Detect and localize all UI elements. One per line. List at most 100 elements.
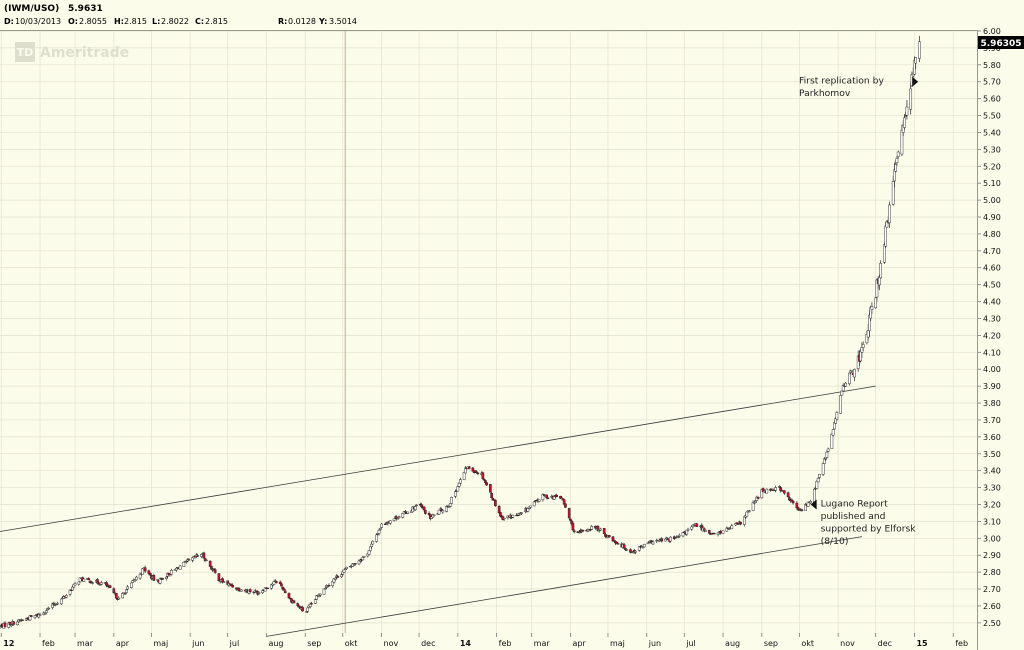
x-tick-label: 14 (460, 639, 472, 648)
candle-up (432, 514, 436, 516)
y-tick-label: 3.70 (983, 416, 1001, 425)
candle-up (406, 511, 410, 514)
candle-up (502, 517, 506, 520)
candle-down (475, 471, 478, 473)
candle-down (602, 528, 606, 535)
y-tick-label: 2.60 (983, 602, 1001, 611)
candle-up (634, 550, 637, 553)
candle-up (125, 589, 128, 593)
candle-down (791, 501, 795, 504)
candle-down (208, 560, 212, 567)
candle-up (126, 586, 129, 590)
candle-up (315, 595, 318, 600)
candle-up (835, 412, 839, 420)
candle-down (567, 508, 571, 519)
candle-up (340, 574, 343, 577)
candle-up (850, 370, 854, 372)
candle-up (380, 523, 383, 528)
candle-up (552, 496, 556, 500)
y-tick-label: 4.30 (983, 314, 1001, 323)
candle-up (322, 588, 326, 595)
candle-up (853, 369, 856, 378)
candle-down (424, 509, 427, 514)
x-tick-label: okt (801, 639, 814, 648)
x-tick-label: dec (421, 639, 435, 648)
candle-up (456, 486, 460, 492)
y-tick-label: 5.00 (983, 196, 1001, 205)
candle-down (572, 530, 576, 533)
annotation-parkhomov-line: Parkhomov (799, 88, 851, 99)
watermark-logo-text: TD (17, 46, 34, 59)
candle-up (625, 549, 629, 551)
candle-up (454, 491, 457, 497)
candle-down (213, 569, 217, 573)
header-close-label: C: (195, 17, 204, 26)
x-tick-label: feb (955, 639, 968, 648)
candle-down (476, 472, 480, 475)
candle-up (840, 390, 844, 396)
candle-up (839, 395, 842, 414)
y-axis: 2.50 2.60 2.70 2.80 2.90 3.00 3.10 3.20 3.30 3.40… (977, 27, 1001, 628)
candle-up (413, 506, 417, 511)
candle-down (739, 521, 742, 525)
candle-up (765, 488, 769, 494)
candle-down (97, 582, 101, 585)
x-tick-label: jul (229, 639, 240, 648)
header-high: 2.815 (124, 17, 147, 26)
candle-up (860, 347, 864, 353)
candle-up (43, 612, 47, 614)
y-tick-label: 2.80 (983, 568, 1001, 577)
y-tick-label: 5.60 (983, 95, 1001, 104)
header-last: 5.9631 (68, 4, 103, 14)
candle-up (676, 536, 680, 539)
candle-down (707, 530, 711, 534)
candle-down (546, 497, 550, 499)
candle-up (894, 164, 898, 172)
candle-up (222, 581, 226, 583)
candle-up (318, 593, 322, 596)
candle-up (345, 566, 348, 569)
candle-down (612, 540, 616, 542)
header-r: 0.0128 (288, 17, 316, 26)
y-tick-label: 3.60 (983, 433, 1001, 442)
candle-up (778, 486, 781, 488)
x-tick-label: maj (610, 639, 625, 648)
candle-up (815, 481, 819, 489)
y-tick-label: 5.80 (983, 61, 1001, 70)
candle-down (555, 494, 559, 498)
candle-down (112, 588, 116, 594)
candle-down (123, 593, 127, 595)
candle-down (786, 492, 790, 498)
candle-up (751, 502, 755, 511)
x-tick-label: 12 (3, 639, 14, 648)
candle-down (482, 479, 486, 481)
y-tick-label: 5.20 (983, 162, 1001, 171)
candle-down (494, 500, 497, 507)
candle-up (459, 479, 462, 484)
candle-up (590, 526, 594, 530)
candle-up (397, 516, 401, 518)
annotation-lugano-line: (8/10) (821, 536, 849, 547)
candle-down (228, 583, 232, 585)
candle-up (657, 540, 661, 542)
candle-up (748, 510, 751, 512)
candle-up (883, 244, 886, 263)
candle-down (783, 490, 786, 494)
candle-up (830, 434, 834, 449)
candle-up (91, 582, 94, 584)
candle-down (569, 518, 572, 521)
candle-up (809, 501, 812, 504)
trendline-upper (0, 385, 876, 532)
candle-up (824, 458, 827, 460)
candle-up (884, 225, 888, 247)
y-tick-label: 4.80 (983, 230, 1001, 239)
candle-up (742, 516, 746, 525)
candle-up (878, 276, 881, 286)
annotation-parkhomov-line: First replication by (799, 76, 884, 87)
candle-up (861, 344, 865, 348)
candle-up (896, 151, 900, 157)
candle-down (280, 583, 283, 587)
candle-up (415, 504, 418, 506)
candle-down (161, 578, 164, 580)
candle-up (457, 482, 461, 487)
